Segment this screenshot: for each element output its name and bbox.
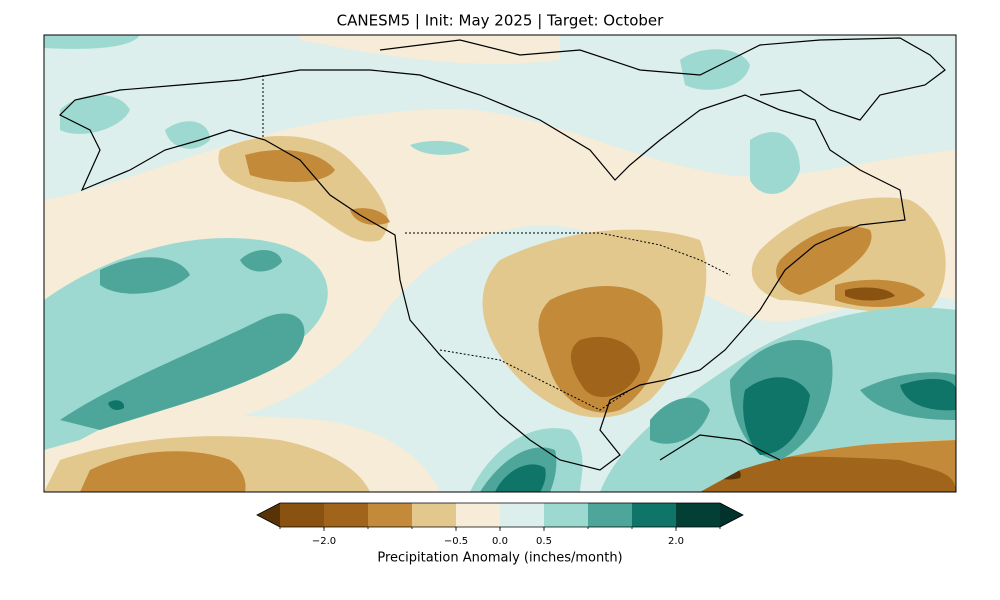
colorbar-segment	[368, 503, 412, 527]
colorbar-tick-label: 0.0	[492, 536, 508, 547]
colorbar-segment	[324, 503, 368, 527]
map-title: CANESM5 | Init: May 2025 | Target: Octob…	[337, 12, 664, 30]
colorbar-tick-label: 0.5	[536, 536, 552, 547]
map-frame	[43, 34, 957, 493]
colorbar-segment	[676, 503, 720, 527]
colorbar-segment	[544, 503, 588, 527]
anomaly-field	[44, 35, 956, 492]
colorbar-extend-high	[720, 503, 743, 527]
colorbar-segment	[632, 503, 676, 527]
colorbar-segment	[588, 503, 632, 527]
colorbar-segment	[280, 503, 324, 527]
colorbar-segment	[500, 503, 544, 527]
colorbar-segment	[456, 503, 500, 527]
colorbar-tick-label: −0.5	[444, 536, 468, 547]
colorbar-segment	[412, 503, 456, 527]
colorbar-tick-label: −2.0	[312, 536, 336, 547]
colorbar: −2.0 −0.5 0.0 0.5 2.0	[256, 502, 744, 547]
colorbar-tick-label: 2.0	[668, 536, 684, 547]
colorbar-extend-low	[257, 503, 280, 527]
colorbar-label: Precipitation Anomaly (inches/month)	[377, 551, 622, 566]
